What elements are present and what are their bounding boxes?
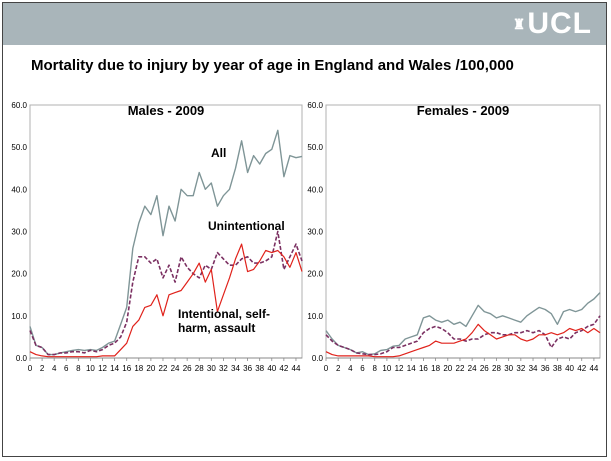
females-x-tick-label: 20: [443, 364, 452, 373]
males-x-tick-label: 26: [183, 364, 192, 373]
females-y-tick-label: 30.0: [307, 228, 323, 237]
males-x-tick-label: 44: [292, 364, 301, 373]
males-x-tick-label: 10: [86, 364, 95, 373]
males-x-tick-label: 16: [122, 364, 131, 373]
males-annotation: Intentional, self-harm, assault: [178, 307, 270, 335]
females-x-tick-label: 32: [516, 364, 525, 373]
males-x-tick-label: 22: [159, 364, 168, 373]
females-x-tick-label: 42: [577, 364, 586, 373]
females-y-tick-label: 0.0: [312, 354, 324, 363]
males-series-all-line: [29, 129, 303, 356]
females-y-tick-label: 20.0: [307, 270, 323, 279]
slide-title: Mortality due to injury by year of age i…: [31, 57, 514, 74]
males-y-tick-label: 0.0: [16, 354, 28, 363]
males-x-tick-label: 30: [207, 364, 216, 373]
females-series-intentional-line: [325, 323, 601, 358]
females-chart: 0.010.020.030.040.050.060.00 2 4 6 8 10 12 14 16…: [307, 101, 601, 373]
slide: ♜UCL Mortality due to injury by year of …: [2, 2, 607, 457]
males-chart-title: Males - 2009: [128, 103, 205, 118]
males-y-tick-label: 10.0: [11, 312, 27, 321]
males-x-tick-label: 0: [28, 364, 33, 373]
females-y-tick-label: 50.0: [307, 143, 323, 152]
males-x-tick-label: 4: [52, 364, 57, 373]
females-x-tick-label: 34: [529, 364, 538, 373]
males-x-tick-label: 32: [219, 364, 228, 373]
females-x-tick-label: 0: [324, 364, 329, 373]
crest-icon: ♜: [512, 16, 527, 32]
males-x-tick-label: 2: [40, 364, 45, 373]
males-y-tick-label: 40.0: [11, 185, 27, 194]
males-x-tick-label: 40: [267, 364, 276, 373]
males-x-tick-label: 20: [146, 364, 155, 373]
females-series-all-line: [325, 292, 601, 356]
females-x-tick-label: 6: [360, 364, 365, 373]
females-x-tick-label: 40: [565, 364, 574, 373]
males-series-intentional-line: [29, 243, 303, 358]
females-x-tick-label: 16: [419, 364, 428, 373]
males-series-unintentional-line: [29, 230, 303, 356]
males-y-tick-label: 50.0: [11, 143, 27, 152]
females-x-tick-label: 4: [348, 364, 353, 373]
females-y-tick-label: 60.0: [307, 101, 323, 110]
males-y-tick-label: 30.0: [11, 228, 27, 237]
females-x-tick-label: 44: [589, 364, 598, 373]
females-y-tick-label: 40.0: [307, 185, 323, 194]
males-x-tick-label: 28: [195, 364, 204, 373]
females-x-tick-label: 2: [336, 364, 341, 373]
logo-text: UCL: [527, 7, 592, 40]
males-annotation: All: [211, 146, 226, 160]
females-x-tick-label: 10: [382, 364, 391, 373]
males-x-tick-label: 42: [279, 364, 288, 373]
females-x-tick-label: 26: [480, 364, 489, 373]
females-x-tick-label: 28: [492, 364, 501, 373]
females-x-tick-label: 24: [468, 364, 477, 373]
males-x-tick-label: 6: [64, 364, 69, 373]
males-x-tick-label: 38: [255, 364, 264, 373]
females-x-tick-label: 12: [395, 364, 404, 373]
females-x-tick-label: 14: [407, 364, 416, 373]
males-y-tick-label: 60.0: [11, 101, 27, 110]
females-x-tick-label: 30: [504, 364, 513, 373]
females-y-tick-label: 10.0: [307, 312, 323, 321]
header-bar: ♜UCL: [3, 3, 606, 45]
males-x-tick-label: 34: [231, 364, 240, 373]
ucl-logo: ♜UCL: [513, 8, 592, 40]
males-y-tick-label: 20.0: [11, 270, 27, 279]
males-x-tick-label: 36: [243, 364, 252, 373]
females-x-tick-label: 36: [541, 364, 550, 373]
females-x-tick-label: 18: [431, 364, 440, 373]
males-chart: 0.010.020.030.040.050.060.00 2 4 6 8 10 12 14 16…: [11, 101, 303, 373]
males-x-tick-label: 14: [110, 364, 119, 373]
males-annotation: Unintentional: [208, 219, 285, 233]
females-x-tick-label: 8: [372, 364, 377, 373]
females-x-tick-label: 22: [456, 364, 465, 373]
males-x-tick-label: 24: [171, 364, 180, 373]
females-series-unintentional-line: [325, 315, 601, 356]
females-chart-title: Females - 2009: [417, 103, 510, 118]
males-x-tick-label: 12: [98, 364, 107, 373]
females-x-tick-label: 38: [553, 364, 562, 373]
males-x-tick-label: 18: [134, 364, 143, 373]
males-x-tick-label: 8: [76, 364, 81, 373]
